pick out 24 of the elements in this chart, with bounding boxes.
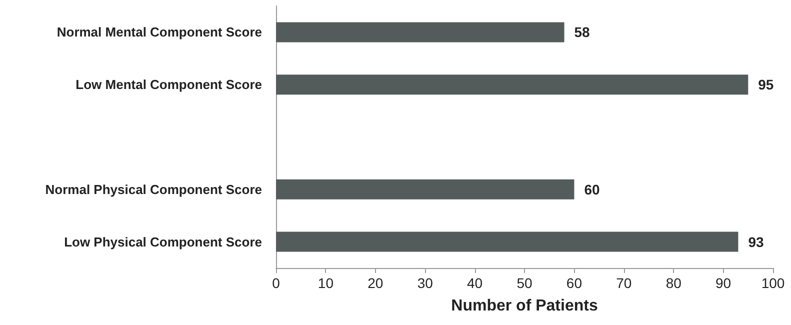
y-tick-label: Normal Physical Component Score	[45, 182, 262, 197]
bar	[276, 22, 564, 42]
x-tick-label: 20	[368, 275, 384, 291]
data-label: 95	[758, 76, 774, 93]
data-label: 60	[584, 181, 600, 198]
data-label: 58	[574, 24, 590, 40]
x-tick-label: 60	[566, 275, 582, 291]
x-tick-label: 30	[417, 275, 434, 291]
x-tick-label: 80	[666, 275, 682, 291]
y-tick-label: Normal Mental Component Score	[56, 24, 262, 40]
x-tick-label: 10	[318, 275, 334, 291]
x-tick-label: 50	[516, 275, 532, 291]
x-tick-label: 0	[272, 275, 280, 291]
bar	[276, 179, 574, 200]
x-tick-label: 100	[761, 275, 785, 291]
bar	[276, 232, 738, 252]
data-label: 93	[748, 234, 764, 250]
x-axis-title: Number of Patients	[451, 298, 598, 314]
y-tick-label: Low Mental Component Score	[76, 77, 262, 92]
bar	[276, 74, 748, 95]
x-tick-label: 90	[716, 275, 732, 291]
x-tick-label: 40	[467, 275, 483, 291]
x-tick-label: 70	[616, 275, 632, 291]
y-tick-label: Low Physical Component Score	[64, 234, 262, 250]
